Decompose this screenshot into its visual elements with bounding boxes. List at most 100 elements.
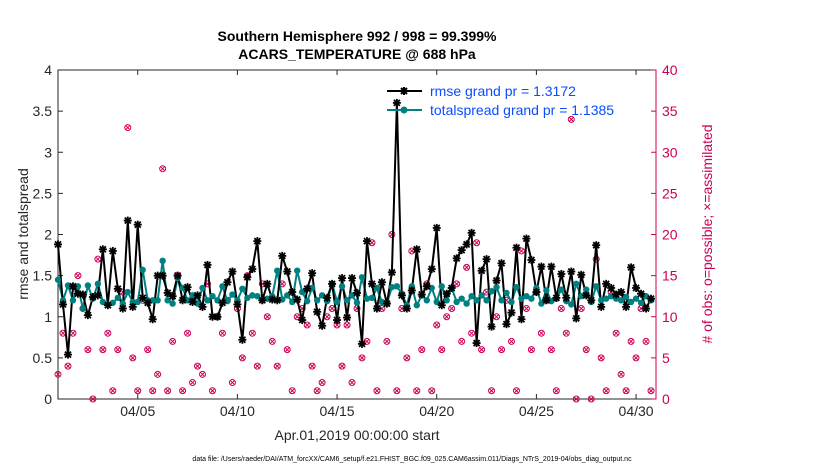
chart-title: Southern Hemisphere 992 / 998 = 99.399% — [218, 28, 498, 44]
rmse-point — [263, 279, 272, 288]
obs-count-marker — [383, 337, 391, 345]
obs-count-marker — [507, 337, 515, 345]
rmse-point — [447, 283, 456, 292]
obs-count-marker — [89, 395, 97, 403]
obs-count-marker — [124, 124, 132, 132]
rmse-point — [93, 291, 102, 300]
obs-count-marker — [557, 305, 565, 313]
y-tick-label: 4 — [44, 62, 52, 78]
rmse-point — [477, 266, 486, 275]
obs-count-marker — [303, 321, 311, 329]
rmse-point — [422, 282, 431, 291]
obs-count-marker — [537, 329, 545, 337]
obs-count-marker — [129, 354, 137, 362]
obs-count-marker — [418, 346, 426, 354]
y-tick-label: 0 — [44, 391, 52, 407]
totalspread-point — [363, 295, 371, 302]
totalspread-point — [69, 297, 77, 304]
obs-count-marker — [109, 387, 117, 395]
rmse-point — [288, 288, 297, 297]
totalspread-point — [154, 297, 161, 304]
y-tick-label: 1 — [44, 309, 52, 325]
rmse-point — [357, 339, 366, 348]
totalspread-point — [453, 298, 460, 306]
y-axis-label: rmse and totalspread — [15, 168, 31, 300]
obs-count-marker — [104, 329, 112, 337]
rmse-point — [328, 279, 337, 288]
obs-count-marker — [512, 387, 520, 395]
rmse-point — [482, 255, 491, 264]
rmse-point — [253, 237, 262, 246]
rmse-point — [103, 301, 112, 310]
rmse-point — [592, 241, 601, 250]
rmse-point — [402, 304, 411, 313]
rmse-point — [567, 267, 576, 276]
rmse-point — [68, 282, 77, 291]
totalspread-point — [139, 266, 146, 274]
y-tick-label: 1.5 — [33, 268, 53, 284]
rmse-point — [54, 240, 62, 249]
obs-count-marker — [278, 280, 286, 288]
obs-count-marker — [144, 346, 152, 354]
obs-count-marker — [358, 354, 366, 362]
rmse-point — [333, 316, 342, 325]
totalspread-point — [209, 292, 216, 300]
obs-count-marker — [438, 346, 446, 354]
y-tick-right-label: 10 — [662, 309, 678, 325]
totalspread-point — [458, 295, 465, 302]
totalspread-point — [528, 295, 535, 302]
rmse-point — [452, 254, 461, 263]
totalspread-point — [204, 297, 211, 304]
totalspread-point — [249, 292, 256, 299]
rmse-point — [308, 269, 317, 278]
rmse-point — [178, 296, 187, 305]
totalspread-point — [637, 299, 645, 306]
obs-count-marker — [228, 379, 236, 387]
totalspread-point — [617, 297, 625, 304]
obs-count-marker — [453, 280, 461, 288]
totalspread-point — [294, 267, 301, 274]
rmse-point — [338, 274, 347, 283]
y-axis-left: 0 0.5 1 1.5 2 2.5 3 3.5 4 — [33, 62, 63, 407]
totalspread-point — [79, 305, 87, 312]
rmse-point — [487, 322, 496, 331]
totalspread-point — [543, 287, 550, 294]
rmse-point — [213, 312, 222, 321]
totalspread-point — [538, 300, 545, 307]
totalspread-point — [463, 300, 470, 307]
totalspread-point — [284, 292, 291, 299]
x-axis: 04/05 04/10 04/15 04/20 04/25 04/30 — [120, 70, 654, 419]
obs-count-marker — [253, 362, 261, 370]
rmse-point — [457, 246, 466, 255]
obs-count-marker — [169, 337, 177, 345]
totalspread-point — [488, 288, 495, 295]
obs-count-marker — [582, 346, 590, 354]
rmse-point — [293, 295, 302, 304]
y-tick-label: 0.5 — [33, 350, 53, 366]
rmse-point — [542, 296, 551, 305]
totalspread-point — [388, 283, 396, 291]
rmse-point — [313, 307, 322, 316]
rmse-markers — [54, 98, 656, 359]
obs-count-marker — [443, 313, 451, 321]
rmse-point — [163, 288, 172, 297]
obs-count-marker — [194, 362, 202, 370]
obs-count-marker — [184, 329, 192, 337]
rmse-point — [442, 289, 451, 298]
totalspread-point — [573, 280, 580, 288]
legend-rmse-marker — [400, 87, 408, 95]
plot-area — [57, 69, 657, 400]
obs-count-marker — [473, 239, 481, 247]
obs-count-marker — [522, 305, 530, 313]
obs-count-marker — [199, 370, 207, 378]
obs-count-marker — [273, 362, 281, 370]
rmse-point — [83, 311, 92, 320]
rmse-point — [497, 259, 506, 268]
legend-spread-label: totalspread grand pr = 1.1385 — [430, 102, 614, 118]
x-tick-label: 04/05 — [120, 403, 155, 419]
obs-count-marker — [463, 263, 471, 271]
obs-count-marker — [612, 329, 620, 337]
totalspread-point — [468, 292, 475, 300]
obs-count-marker — [74, 272, 82, 280]
